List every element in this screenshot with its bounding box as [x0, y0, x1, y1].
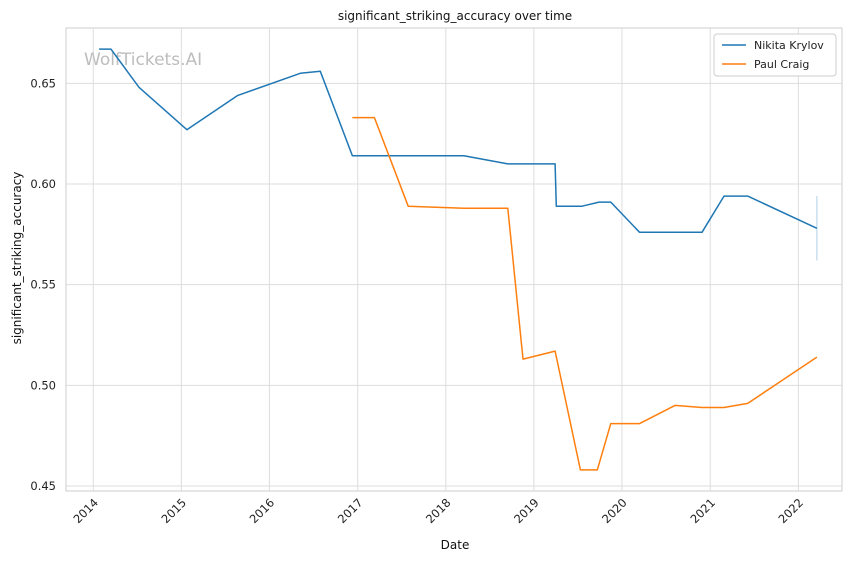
x-tick-label: 2017 — [335, 496, 366, 527]
x-tick-label: 2019 — [511, 496, 542, 527]
x-axis-ticks: 2014 2015 2016 2017 2018 2019 2020 2021 2022 — [70, 496, 806, 527]
series-layer — [99, 48, 818, 471]
x-tick-label: 2015 — [159, 496, 190, 527]
y-axis-title: significant_striking_accuracy — [10, 172, 24, 345]
series-line-paul-craig — [352, 116, 818, 471]
x-tick-label: 2020 — [599, 496, 630, 527]
y-tick-label: 0.50 — [30, 378, 56, 392]
series-line-nikita-krylov — [99, 48, 818, 234]
legend-label-paul-craig: Paul Craig — [754, 58, 809, 71]
y-tick-label: 0.65 — [30, 76, 56, 90]
legend: Nikita Krylov Paul Craig — [713, 33, 837, 77]
legend-label-nikita-krylov: Nikita Krylov — [754, 39, 824, 52]
x-tick-label: 2021 — [687, 496, 718, 527]
y-tick-label: 0.55 — [30, 278, 56, 292]
y-tick-label: 0.60 — [30, 177, 56, 191]
x-tick-label: 2018 — [423, 496, 454, 527]
x-tick-label: 2022 — [775, 496, 806, 527]
grid — [66, 28, 842, 491]
y-tick-label: 0.45 — [30, 479, 56, 493]
plot-area — [65, 27, 843, 492]
x-tick-label: 2014 — [70, 496, 101, 527]
x-axis-title: Date — [441, 538, 470, 552]
x-tick-label: 2016 — [247, 496, 278, 527]
watermark-text: WolfTickets.AI — [84, 50, 202, 70]
y-axis-ticks: 0.45 0.50 0.55 0.60 0.65 — [30, 76, 56, 493]
chart-title: significant_striking_accuracy over time — [338, 9, 572, 23]
